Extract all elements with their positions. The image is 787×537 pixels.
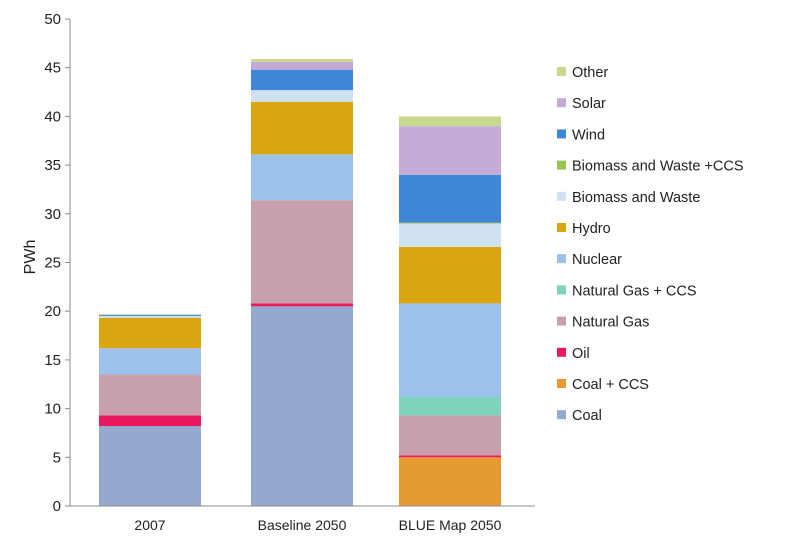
bar-segment xyxy=(399,126,501,175)
legend-swatch xyxy=(557,316,566,326)
legend-label: Hydro xyxy=(572,221,611,237)
x-tick-label: Baseline 2050 xyxy=(258,517,347,533)
legend-label: Coal xyxy=(572,408,602,424)
bar-segment xyxy=(99,316,201,319)
y-tick-label: 0 xyxy=(53,498,61,515)
y-tick-label: 20 xyxy=(44,303,61,320)
bar-segment xyxy=(251,154,353,201)
y-tick-label: 5 xyxy=(53,449,61,466)
bar-segment xyxy=(99,314,201,316)
y-tick-label: 30 xyxy=(44,206,61,223)
bar-segment xyxy=(251,90,353,102)
x-tick-label: 2007 xyxy=(134,517,165,533)
bar-segment xyxy=(251,61,353,70)
x-axis: 2007 Baseline 2050 BLUE Map 2050 xyxy=(70,505,535,533)
bar-segment xyxy=(251,101,353,155)
legend-label: Natural Gas xyxy=(572,315,649,331)
y-axis: 0 5 10 15 20 25 30 35 40 45 50 xyxy=(44,11,71,515)
y-tick-label: 45 xyxy=(44,60,61,77)
bar-segment xyxy=(399,415,501,456)
bar-segment xyxy=(99,318,201,349)
bar-segment xyxy=(99,374,201,416)
bar-segment xyxy=(99,315,201,317)
legend-swatch xyxy=(557,223,566,232)
legend-label: Solar xyxy=(572,96,606,112)
legend-label: Coal + CCS xyxy=(572,377,649,393)
bar-segment xyxy=(251,69,353,91)
bar-segment xyxy=(399,303,501,397)
bar-segment xyxy=(251,200,353,304)
y-tick-label: 50 xyxy=(44,11,61,28)
bar-segment xyxy=(251,306,353,506)
bar-segment xyxy=(399,396,501,416)
bar-segment xyxy=(399,455,501,458)
legend-swatch xyxy=(557,129,566,139)
x-tick-label: BLUE Map 2050 xyxy=(399,517,502,533)
bar-segment xyxy=(399,457,501,506)
y-tick-label: 25 xyxy=(44,255,61,272)
bar-segment xyxy=(251,303,353,307)
legend-label: Other xyxy=(572,65,608,81)
legend-label: Biomass and Waste xyxy=(572,190,700,206)
legend-label: Natural Gas + CCS xyxy=(572,283,697,299)
bar-segment xyxy=(99,415,201,427)
y-tick-label: 15 xyxy=(44,352,61,369)
y-tick-label: 40 xyxy=(44,108,61,125)
bar-segment xyxy=(251,58,353,62)
bar-segment xyxy=(99,426,201,506)
y-tick-label: 35 xyxy=(44,157,61,174)
legend-swatch xyxy=(557,98,566,108)
bar-segment xyxy=(399,223,501,247)
legend-label: Oil xyxy=(572,346,590,362)
legend-swatch xyxy=(557,254,566,264)
legend-swatch xyxy=(557,160,566,170)
legend: Other Solar Wind Biomass and Waste +CCS Biom… xyxy=(557,65,744,424)
bar-segment xyxy=(399,246,501,304)
legend-label: Wind xyxy=(572,127,605,143)
legend-swatch xyxy=(557,379,566,388)
legend-label: Nuclear xyxy=(572,252,622,268)
legend-label: Biomass and Waste +CCS xyxy=(572,159,744,175)
legend-swatch xyxy=(557,410,566,420)
legend-swatch xyxy=(557,191,566,201)
bar-segment xyxy=(399,116,501,127)
bar-segment xyxy=(399,222,501,224)
bar-segment xyxy=(99,348,201,375)
bars xyxy=(99,58,501,506)
legend-swatch xyxy=(557,347,566,357)
legend-swatch xyxy=(557,67,566,76)
bar-segment xyxy=(399,174,501,223)
y-tick-label: 10 xyxy=(44,401,61,418)
legend-swatch xyxy=(557,285,566,295)
y-axis-title: PWh xyxy=(22,240,39,275)
